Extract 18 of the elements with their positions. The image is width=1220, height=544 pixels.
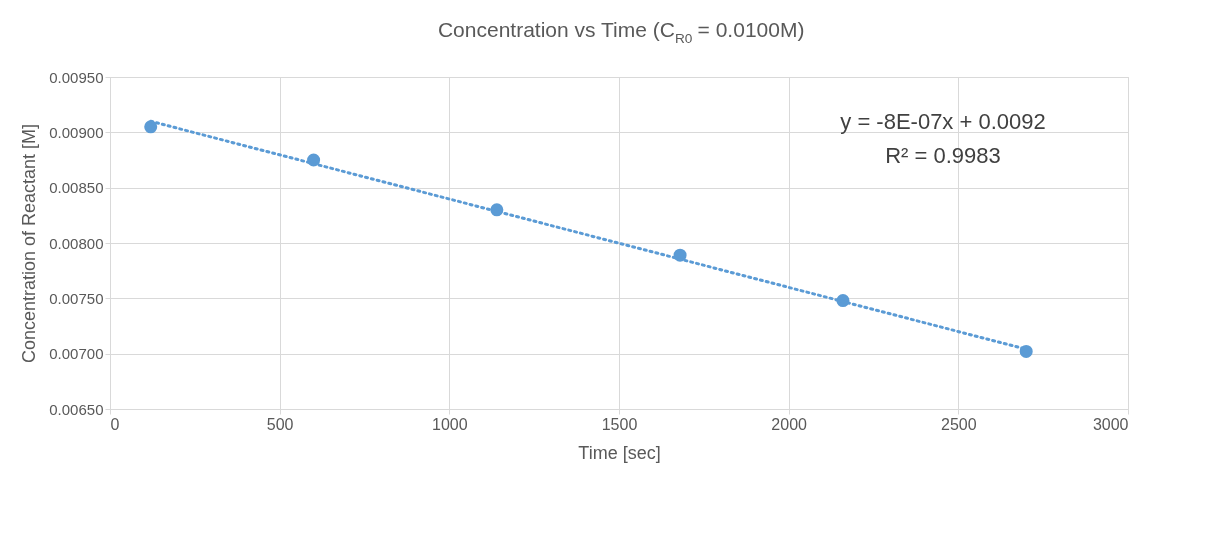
x-tick-label: 500 bbox=[266, 415, 294, 433]
y-tick-label: 0.00700 bbox=[49, 345, 104, 363]
y-tick-label: 0.00850 bbox=[49, 179, 104, 197]
y-tick-label: 0.00750 bbox=[49, 289, 104, 307]
x-tick-label: 2500 bbox=[941, 415, 977, 433]
annotation: R² = 0.9983 bbox=[885, 143, 1001, 168]
x-tick-label: 0 bbox=[110, 415, 120, 433]
x-tick-label: 1000 bbox=[432, 415, 468, 433]
x-tick-label: 1500 bbox=[601, 415, 638, 433]
x-axis-title: Time [sec] bbox=[578, 442, 661, 463]
y-tick-label: 0.00650 bbox=[49, 400, 104, 418]
y-tick-label: 0.00800 bbox=[49, 234, 104, 252]
y-tick-label: 0.00950 bbox=[49, 68, 104, 86]
y-tick-label: 0.00900 bbox=[49, 123, 104, 141]
x-tick-label: 3000 bbox=[1092, 415, 1129, 433]
annotation: y = -8E-07x + 0.0092 bbox=[840, 109, 1046, 134]
y-axis-title: Concentration of Reactant [M] bbox=[19, 123, 40, 364]
x-tick-label: 2000 bbox=[771, 415, 808, 433]
